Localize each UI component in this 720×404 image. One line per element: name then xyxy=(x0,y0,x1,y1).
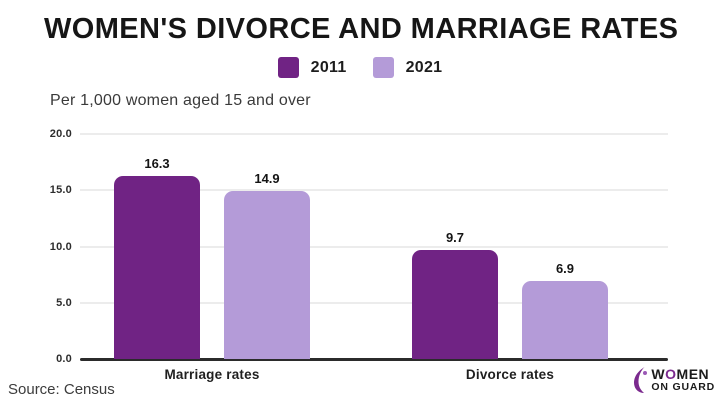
legend: 2011 2021 xyxy=(0,57,720,78)
legend-label-2011: 2011 xyxy=(310,58,347,76)
x-axis-label: Divorce rates xyxy=(465,367,555,382)
x-axis-label: Marriage rates xyxy=(164,367,260,382)
y-axis-tick-label: 10.0 xyxy=(49,240,72,253)
bar-value-label: 14.9 xyxy=(254,171,280,187)
source-note: Source: Census xyxy=(8,381,115,398)
bar-value-label: 16.3 xyxy=(144,155,170,171)
gridline xyxy=(80,133,668,135)
gridline xyxy=(80,189,668,192)
chart-subtitle: Per 1,000 women aged 15 and over xyxy=(50,92,311,109)
bar-value-label: 6.9 xyxy=(555,261,575,277)
bar-2021-marriage-rates xyxy=(224,191,310,359)
y-axis-tick-label: 5.0 xyxy=(56,296,72,309)
legend-item-2021: 2021 xyxy=(372,57,443,78)
y-axis-tick-label: 20.0 xyxy=(49,128,72,140)
chart-area: 20.0 15.0 10.0 5.0 0.0 16.3 9.7 14.9 6.9 Marriage… xyxy=(0,120,720,388)
woman-silhouette-icon xyxy=(633,366,648,394)
y-axis-tick-label: 0.0 xyxy=(56,353,72,365)
legend-label-2021: 2021 xyxy=(405,58,443,76)
women-on-guard-logo: WOMEN ON GUARD xyxy=(633,366,715,394)
logo-text: WOMEN ON GUARD xyxy=(651,367,715,393)
legend-swatch-2011 xyxy=(277,57,299,78)
bar-2021-divorce-rates xyxy=(522,281,608,359)
logo-line2: ON GUARD xyxy=(651,380,715,393)
chart-title: WOMEN'S DIVORCE AND MARRIAGE RATES xyxy=(44,13,679,45)
logo-o-accent: O xyxy=(665,366,677,383)
legend-item-2011: 2011 xyxy=(277,57,347,78)
legend-swatch-2021 xyxy=(372,57,394,78)
bar-2011-divorce-rates xyxy=(412,249,498,359)
gridline xyxy=(80,245,668,248)
logo-line1: WOMEN xyxy=(651,366,710,383)
bar-2011-marriage-rates xyxy=(114,175,200,359)
gridline xyxy=(80,301,668,304)
y-axis-tick-label: 15.0 xyxy=(49,184,72,197)
bar-value-label: 9.7 xyxy=(445,229,465,245)
x-axis-line xyxy=(80,358,668,361)
